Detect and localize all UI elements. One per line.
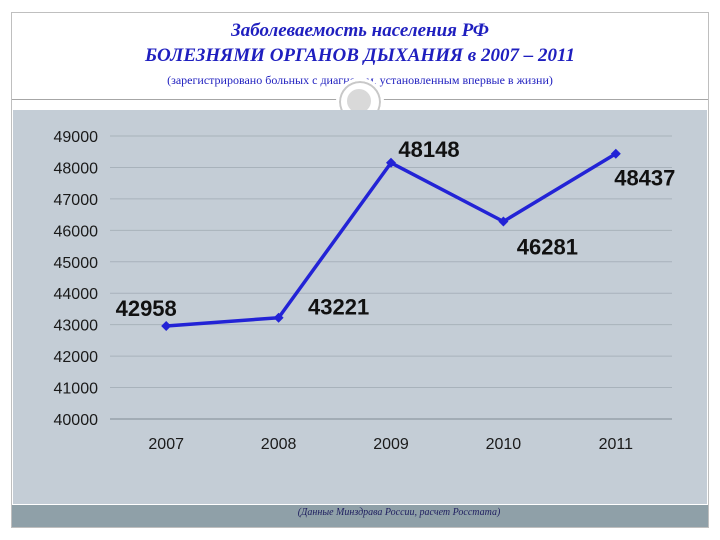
y-tick-label: 49000 (54, 129, 99, 146)
data-point (498, 216, 509, 227)
chart-panel (13, 110, 707, 504)
y-tick-label: 48000 (54, 160, 99, 177)
data-label: 48148 (398, 137, 459, 162)
y-tick-label: 41000 (54, 381, 99, 398)
y-tick-label: 44000 (54, 286, 99, 303)
y-tick-label: 46000 (54, 223, 99, 240)
data-label: 48437 (614, 166, 675, 191)
y-tick-label: 42000 (54, 349, 99, 366)
title-block: Заболеваемость населения РФ БОЛЕЗНЯМИ ОР… (12, 14, 708, 68)
title-line-1: Заболеваемость населения РФ (231, 20, 489, 41)
source-note: (Данные Минздрава России, расчет Росстат… (12, 507, 708, 518)
title-line-2: БОЛЕЗНЯМИ ОРГАНОВ ДЫХАНИЯ в 2007 – 2011 (144, 45, 575, 66)
data-labels: 42958 43221 48148 46281 48437 (116, 137, 676, 321)
data-point (610, 148, 621, 159)
x-tick-label: 2009 (373, 436, 409, 453)
footer-band (12, 505, 708, 527)
y-tick-label: 45000 (54, 255, 99, 272)
grid-lines (110, 135, 672, 420)
series-layer (161, 148, 621, 331)
x-tick-label: 2007 (148, 436, 184, 453)
data-point (273, 312, 284, 323)
axis-labels: 40000 41000 42000 43000 44000 45000 46000 47000… (54, 129, 672, 453)
data-label: 42958 (116, 296, 177, 321)
source-note-text: (Данные Минздрава России, расчет Росстат… (297, 507, 501, 518)
x-tick-label: 2010 (486, 436, 522, 453)
data-label: 43221 (308, 295, 369, 320)
data-label: 46281 (517, 234, 578, 259)
y-tick-label: 40000 (54, 412, 99, 429)
y-tick-label: 47000 (54, 192, 99, 209)
data-point (386, 157, 396, 168)
x-tick-label: 2011 (599, 436, 634, 453)
y-tick-label: 43000 (54, 318, 99, 335)
x-tick-label: 2008 (261, 436, 297, 453)
data-point (161, 320, 172, 331)
